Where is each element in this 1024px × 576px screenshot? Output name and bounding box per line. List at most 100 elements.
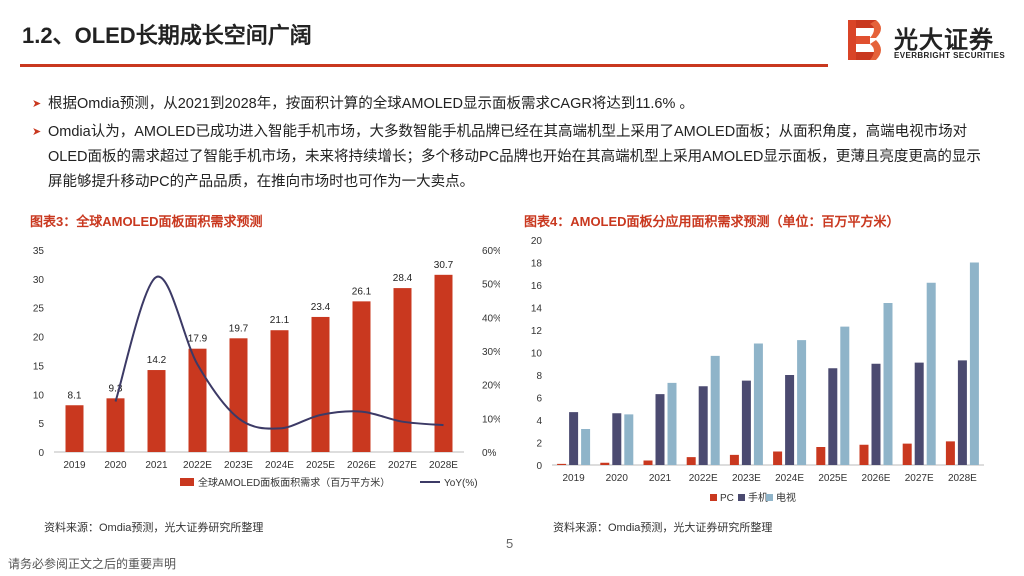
legend-swatch bbox=[710, 494, 717, 501]
bar-phone bbox=[957, 360, 967, 465]
logo-mark-icon bbox=[848, 20, 881, 60]
bar-phone bbox=[914, 362, 924, 465]
chart4-source: 资料来源：Omdia预测，光大证券研究所整理 bbox=[553, 522, 773, 534]
bar bbox=[65, 405, 84, 452]
data-label: 14.2 bbox=[147, 355, 167, 366]
x-tick-label: 2026E bbox=[862, 473, 891, 484]
y-tick-label: 2 bbox=[536, 439, 542, 450]
bar-tv bbox=[667, 382, 677, 465]
bullet-text: 根据Omdia预测，从2021到2028年，按面积计算的全球AMOLED显示面板… bbox=[48, 96, 694, 112]
bar bbox=[147, 370, 166, 452]
bar-pc bbox=[816, 447, 826, 465]
bar-phone bbox=[785, 375, 795, 465]
y-tick-label: 5 bbox=[38, 419, 44, 430]
y-tick-label: 0 bbox=[536, 461, 542, 472]
bar-pc bbox=[773, 451, 783, 465]
bar-phone bbox=[655, 394, 665, 465]
bar-pc bbox=[729, 454, 739, 465]
bar-tv bbox=[753, 343, 763, 465]
disclaimer: 请务必参阅正文之后的重要声明 bbox=[8, 557, 177, 571]
bar bbox=[229, 338, 248, 452]
bar-pc bbox=[557, 463, 567, 465]
data-label: 23.4 bbox=[311, 302, 331, 313]
bar bbox=[352, 301, 371, 452]
page-number: 5 bbox=[506, 536, 514, 551]
legend-label: YoY(%) bbox=[444, 478, 478, 489]
bar-tv bbox=[710, 355, 720, 465]
y-tick-label: 15 bbox=[33, 361, 45, 372]
bar-phone bbox=[612, 413, 622, 465]
y2-tick-label: 0% bbox=[482, 448, 497, 459]
bar-tv bbox=[926, 282, 936, 465]
y-tick-label: 10 bbox=[531, 349, 543, 360]
y-tick-label: 14 bbox=[531, 304, 543, 315]
title-divider bbox=[20, 64, 828, 67]
chart3-source: 资料来源：Omdia预测，光大证券研究所整理 bbox=[44, 522, 264, 534]
bar-phone bbox=[698, 386, 708, 465]
chart4-svg: 0 2 4 6 8 10 12 14 16 18 20 2019 2020 2021 2022E 2023E 2… bbox=[531, 236, 984, 504]
y-tick-label: 12 bbox=[531, 326, 543, 337]
x-tick-label: 2023E bbox=[224, 460, 253, 471]
legend-label: PC bbox=[720, 493, 734, 504]
bar-phone bbox=[871, 363, 881, 465]
bar-tv bbox=[581, 429, 591, 465]
y-tick-label: 18 bbox=[531, 259, 543, 270]
data-label: 17.9 bbox=[188, 334, 208, 345]
bar-pc bbox=[600, 462, 610, 465]
legend-label: 电视 bbox=[776, 491, 796, 504]
y-tick-label: 6 bbox=[536, 394, 542, 405]
bar bbox=[188, 348, 207, 452]
x-tick-label: 2024E bbox=[265, 460, 294, 471]
bar bbox=[393, 288, 412, 452]
bar-pc bbox=[643, 460, 653, 465]
y-tick-label: 8 bbox=[536, 371, 542, 382]
bullet-arrow-icon: ➤ bbox=[32, 98, 42, 110]
y2-tick-label: 10% bbox=[482, 414, 500, 425]
bar bbox=[106, 398, 125, 452]
x-tick-label: 2020 bbox=[104, 460, 127, 471]
bar-tv bbox=[797, 340, 807, 465]
x-tick-label: 2022E bbox=[689, 473, 718, 484]
bullet-list: ➤ 根据Omdia预测，从2021到2028年，按面积计算的全球AMOLED显示… bbox=[32, 92, 992, 198]
bar-tv bbox=[840, 326, 850, 465]
data-label: 8.1 bbox=[68, 390, 82, 401]
y-tick-label: 25 bbox=[33, 304, 45, 315]
bar-phone bbox=[828, 368, 838, 465]
bar-pc bbox=[859, 444, 869, 465]
x-tick-label: 2022E bbox=[183, 460, 212, 471]
bar-tv bbox=[969, 262, 979, 465]
bullet-arrow-icon: ➤ bbox=[32, 126, 42, 138]
bullet-item: ➤ Omdia认为，AMOLED已成功进入智能手机市场，大多数智能手机品牌已经在… bbox=[32, 120, 992, 195]
y2-tick-label: 50% bbox=[482, 280, 500, 291]
page-title: 1.2、OLED长期成长空间广阔 bbox=[22, 23, 312, 48]
brand-logo: 光大证券 EVERBRIGHT SECURITIES bbox=[846, 18, 1016, 64]
x-tick-label: 2019 bbox=[562, 473, 585, 484]
x-tick-label: 2025E bbox=[818, 473, 847, 484]
legend-swatch-bar bbox=[180, 478, 194, 486]
legend-label: 全球AMOLED面板面积需求（百万平方米） bbox=[198, 476, 390, 489]
bar-pc bbox=[945, 441, 955, 465]
y2-tick-label: 60% bbox=[482, 246, 500, 257]
bar bbox=[270, 330, 289, 452]
y2-tick-label: 40% bbox=[482, 313, 500, 324]
y-tick-label: 4 bbox=[536, 416, 542, 427]
x-tick-label: 2027E bbox=[388, 460, 417, 471]
x-tick-label: 2024E bbox=[775, 473, 804, 484]
legend-label: 手机 bbox=[748, 491, 768, 504]
bullet-item: ➤ 根据Omdia预测，从2021到2028年，按面积计算的全球AMOLED显示… bbox=[32, 92, 992, 117]
x-tick-label: 2020 bbox=[606, 473, 629, 484]
x-tick-label: 2023E bbox=[732, 473, 761, 484]
legend-swatch bbox=[738, 494, 745, 501]
x-tick-label: 2028E bbox=[429, 460, 458, 471]
x-tick-label: 2019 bbox=[63, 460, 86, 471]
y-tick-label: 0 bbox=[38, 448, 44, 459]
bar-pc bbox=[902, 443, 912, 465]
bar-tv bbox=[624, 414, 634, 465]
bar-pc bbox=[686, 457, 696, 465]
data-label: 28.4 bbox=[393, 273, 413, 284]
bullet-text: Omdia认为，AMOLED已成功进入智能手机市场，大多数智能手机品牌已经在其高… bbox=[48, 124, 981, 190]
legend-swatch bbox=[766, 494, 773, 501]
data-label: 21.1 bbox=[270, 315, 290, 326]
data-label: 19.7 bbox=[229, 323, 249, 334]
y-tick-label: 10 bbox=[33, 390, 45, 401]
